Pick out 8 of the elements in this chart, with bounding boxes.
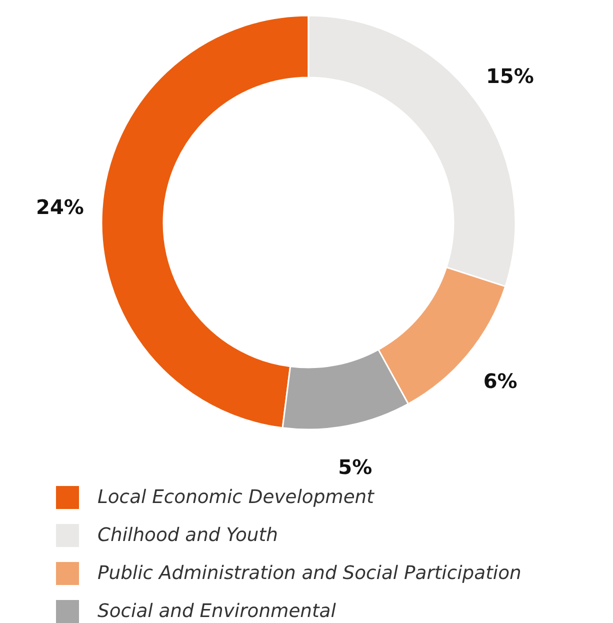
data-label: 6% (483, 369, 518, 394)
data-label: 24% (36, 194, 84, 219)
legend-label: Local Economic Development (98, 487, 375, 508)
data-label: 15% (486, 64, 534, 88)
legend-label: Public Administration and Social Participation (98, 563, 522, 584)
legend-label: Social and Environmental (98, 601, 337, 622)
data-label: 5% (338, 455, 372, 480)
legend-label: Chilhood and Youth (98, 525, 278, 546)
